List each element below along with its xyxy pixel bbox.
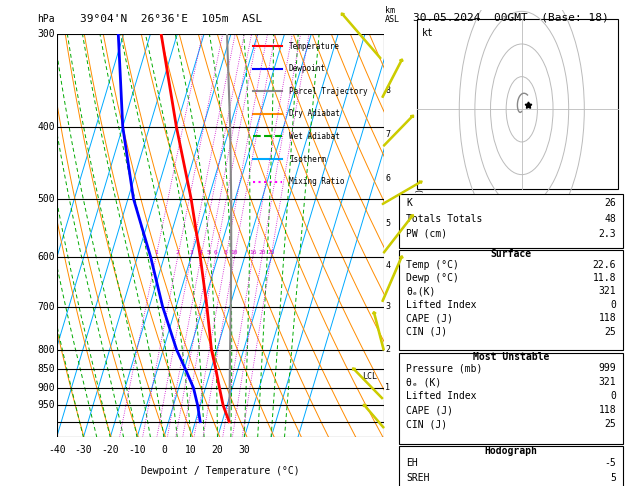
Text: Lifted Index: Lifted Index: [406, 300, 477, 310]
Text: 118: 118: [598, 405, 616, 415]
Text: 25: 25: [604, 327, 616, 337]
Text: -5: -5: [604, 458, 616, 468]
Text: Hodograph: Hodograph: [484, 446, 538, 455]
Text: 22.6: 22.6: [593, 260, 616, 270]
Text: 321: 321: [598, 286, 616, 296]
Text: LCL: LCL: [362, 372, 377, 382]
Text: 30.05.2024  00GMT  (Base: 18): 30.05.2024 00GMT (Base: 18): [413, 12, 609, 22]
Text: 800: 800: [37, 345, 55, 355]
Bar: [399, 446, 623, 486]
Text: 4: 4: [199, 250, 203, 255]
Text: 700: 700: [37, 302, 55, 312]
Text: 5: 5: [610, 473, 616, 483]
Text: 999: 999: [598, 363, 616, 373]
Text: 39°04'N  26°36'E  105m  ASL: 39°04'N 26°36'E 105m ASL: [80, 14, 262, 24]
Text: 25: 25: [604, 419, 616, 429]
Text: 30: 30: [238, 446, 250, 455]
Text: 3: 3: [189, 250, 193, 255]
Text: CIN (J): CIN (J): [406, 327, 447, 337]
Text: CAPE (J): CAPE (J): [406, 405, 453, 415]
Text: Temperature: Temperature: [289, 42, 340, 51]
Text: -40: -40: [48, 446, 65, 455]
Text: 11.8: 11.8: [593, 273, 616, 283]
Text: θₑ (K): θₑ (K): [406, 377, 442, 387]
Bar: [399, 353, 623, 444]
Text: 2.3: 2.3: [598, 229, 616, 239]
Text: Pressure (mb): Pressure (mb): [406, 363, 482, 373]
Text: km
ASL: km ASL: [386, 6, 400, 24]
Text: 300: 300: [37, 29, 55, 39]
Text: CIN (J): CIN (J): [406, 419, 447, 429]
Text: -20: -20: [101, 446, 119, 455]
Text: -30: -30: [75, 446, 92, 455]
Text: 16: 16: [249, 250, 257, 255]
Text: 8: 8: [386, 86, 391, 95]
Text: 0: 0: [161, 446, 167, 455]
Text: 8: 8: [224, 250, 228, 255]
Text: 5: 5: [386, 219, 391, 228]
Text: 2: 2: [175, 250, 179, 255]
Text: Most Unstable: Most Unstable: [473, 352, 549, 362]
Text: Mixing Ratio (g/kg): Mixing Ratio (g/kg): [416, 188, 425, 283]
Text: 5: 5: [207, 250, 211, 255]
Bar: [399, 194, 623, 248]
Text: 400: 400: [37, 122, 55, 132]
Text: 20: 20: [211, 446, 223, 455]
Text: Surface: Surface: [491, 249, 532, 259]
Text: kt: kt: [422, 28, 433, 38]
Text: 20: 20: [258, 250, 265, 255]
Text: CAPE (J): CAPE (J): [406, 313, 453, 323]
Text: 10: 10: [231, 250, 238, 255]
Text: 3: 3: [386, 302, 391, 312]
Text: Dry Adiabat: Dry Adiabat: [289, 109, 340, 119]
Text: 26: 26: [604, 198, 616, 208]
Text: 6: 6: [386, 174, 391, 183]
Text: Mixing Ratio: Mixing Ratio: [289, 177, 344, 186]
Text: Isotherm: Isotherm: [289, 155, 326, 164]
Text: Totals Totals: Totals Totals: [406, 213, 482, 224]
Text: PW (cm): PW (cm): [406, 229, 447, 239]
Text: Dewp (°C): Dewp (°C): [406, 273, 459, 283]
Text: 500: 500: [37, 193, 55, 204]
Text: -10: -10: [128, 446, 146, 455]
Text: 48: 48: [604, 213, 616, 224]
Text: Dewpoint: Dewpoint: [289, 64, 326, 73]
Text: 7: 7: [386, 130, 391, 139]
Text: Lifted Index: Lifted Index: [406, 391, 477, 401]
Text: Parcel Trajectory: Parcel Trajectory: [289, 87, 367, 96]
Text: 1: 1: [154, 250, 158, 255]
Text: Wet Adiabat: Wet Adiabat: [289, 132, 340, 141]
Text: 1: 1: [386, 383, 391, 392]
Text: θₑ(K): θₑ(K): [406, 286, 435, 296]
Text: 118: 118: [598, 313, 616, 323]
Text: 600: 600: [37, 252, 55, 262]
Text: SREH: SREH: [406, 473, 430, 483]
Text: 0: 0: [610, 300, 616, 310]
Bar: [399, 250, 623, 350]
Text: hPa: hPa: [37, 14, 55, 24]
Text: 321: 321: [598, 377, 616, 387]
Text: 950: 950: [37, 400, 55, 410]
Text: 2: 2: [386, 346, 391, 354]
Text: 6: 6: [213, 250, 217, 255]
Text: 4: 4: [386, 261, 391, 270]
Text: 850: 850: [37, 364, 55, 374]
Bar: [417, 19, 618, 190]
Text: EH: EH: [406, 458, 418, 468]
Text: Dewpoint / Temperature (°C): Dewpoint / Temperature (°C): [141, 466, 299, 476]
Text: Temp (°C): Temp (°C): [406, 260, 459, 270]
Text: 900: 900: [37, 383, 55, 393]
Text: 25: 25: [267, 250, 275, 255]
Text: 0: 0: [610, 391, 616, 401]
Text: 10: 10: [185, 446, 196, 455]
Text: K: K: [406, 198, 412, 208]
